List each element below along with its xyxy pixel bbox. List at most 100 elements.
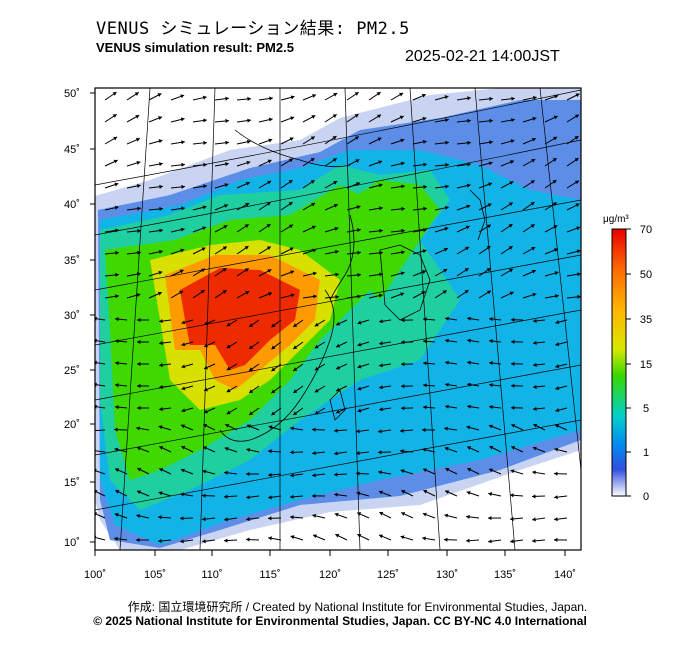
wind-arrow-head (312, 248, 317, 253)
wind-arrow-head (200, 268, 205, 273)
wind-arrow-head (224, 446, 229, 451)
wind-arrow-head (379, 341, 383, 346)
wind-arrow-head (574, 136, 579, 140)
wind-arrow-head (335, 272, 339, 277)
wind-arrow-head (357, 272, 361, 277)
wind-arrow-shaft (95, 536, 106, 541)
wind-arrow-head (574, 180, 579, 185)
wind-arrow-head (311, 115, 316, 119)
wind-arrow-head (357, 228, 361, 233)
wind-arrow-head (356, 491, 361, 496)
wind-arrow-head (378, 429, 382, 434)
wind-arrow-head (555, 408, 560, 413)
latitude-label: 35˚ (64, 255, 80, 267)
wind-arrow-head (137, 361, 141, 367)
wind-arrow-head (443, 247, 448, 252)
colorbar-tick-label: 5 (643, 403, 649, 415)
wind-arrow-head (466, 490, 471, 495)
wind-arrow-head (488, 161, 493, 166)
wind-arrow-head (268, 495, 272, 500)
wind-arrow-head (445, 162, 449, 167)
wind-arrow-head (532, 116, 537, 121)
wind-arrow-head (314, 322, 319, 327)
wind-arrow-head (159, 446, 164, 450)
wind-arrow-head (357, 320, 362, 325)
wind-arrow-head (576, 226, 581, 231)
wind-arrow-head (401, 512, 406, 516)
wind-arrow-head (378, 450, 382, 455)
wind-arrow-head (510, 539, 514, 544)
wind-arrow-head (159, 228, 163, 233)
latitude-label: 20˚ (64, 419, 80, 431)
wind-arrow-head (467, 382, 471, 387)
wind-arrow-head (486, 290, 491, 295)
wind-arrow-head (181, 364, 186, 369)
wind-arrow-head (552, 180, 557, 184)
wind-arrow-head (244, 224, 249, 228)
wind-arrow-head (511, 317, 515, 322)
wind-arrow-head (401, 206, 405, 211)
wind-arrow-head (421, 93, 426, 98)
wind-arrow-head (312, 271, 317, 276)
wind-arrow-head (444, 426, 448, 431)
wind-arrow-head (311, 225, 316, 230)
wind-arrow-head (356, 182, 360, 186)
wind-arrow-head (310, 180, 315, 184)
wind-arrow-head (530, 224, 535, 228)
wind-arrow-head (226, 366, 231, 371)
wind-arrow-head (288, 224, 293, 229)
wind-arrow-head (445, 140, 449, 145)
wind-arrow-head (181, 424, 185, 429)
wind-arrow-head (533, 384, 537, 389)
wind-arrow-head (488, 468, 493, 473)
wind-arrow-head (134, 92, 139, 96)
wind-arrow-head (290, 494, 294, 499)
wind-arrow-head (310, 158, 315, 162)
wind-arrow-head (401, 340, 405, 345)
wind-arrow-head (509, 291, 514, 296)
wind-arrow-head (422, 427, 426, 432)
wind-arrow-head (200, 290, 205, 294)
wind-arrow-head (115, 317, 119, 322)
wind-arrow-head (136, 537, 140, 543)
wind-arrow-head (268, 292, 272, 296)
wind-arrow-head (113, 159, 118, 164)
latitude-labels: 50˚ 45˚ 40˚ 35˚ 30˚ 25˚ 20˚ 15˚ 10˚ (64, 88, 95, 549)
wind-arrow-head (400, 449, 404, 454)
wind-arrow-head (224, 494, 228, 499)
wind-arrow-head (533, 406, 537, 411)
latitude-label: 10˚ (64, 537, 80, 549)
wind-arrow-head (288, 180, 293, 184)
wind-arrow-head (377, 137, 382, 142)
wind-arrow-head (464, 290, 469, 294)
wind-arrow-head (268, 425, 273, 430)
wind-arrow-head (511, 405, 515, 410)
wind-arrow-head (488, 424, 493, 429)
title-english: VENUS simulation result: PM2.5 (96, 40, 294, 55)
wind-arrow-head (289, 137, 294, 142)
wind-arrow-head (357, 250, 361, 255)
wind-arrow-head (137, 228, 141, 233)
wind-arrow-head (226, 410, 231, 415)
wind-arrow-head (467, 316, 471, 321)
wind-arrow-head (510, 139, 515, 144)
wind-arrow-head (222, 268, 227, 272)
wind-arrow-head (488, 182, 493, 187)
wind-arrow-head (181, 206, 185, 211)
wind-arrow-head (423, 206, 427, 211)
wind-arrow-head (422, 512, 427, 517)
wind-arrow-head (509, 181, 514, 185)
wind-arrow-head (532, 494, 536, 499)
wind-arrow-head (226, 388, 231, 393)
wind-arrow-head (179, 290, 184, 295)
wind-arrow-head (511, 361, 515, 366)
wind-arrow-head (271, 323, 276, 328)
wind-arrow-head (289, 247, 294, 252)
wind-arrow-head (204, 409, 208, 414)
wind-arrow-head (467, 118, 471, 123)
wind-arrow-head (486, 268, 491, 272)
wind-arrow-head (293, 411, 298, 415)
wind-arrow-head (555, 364, 560, 369)
wind-arrow-head (137, 206, 141, 211)
wind-arrow-head (244, 268, 249, 272)
